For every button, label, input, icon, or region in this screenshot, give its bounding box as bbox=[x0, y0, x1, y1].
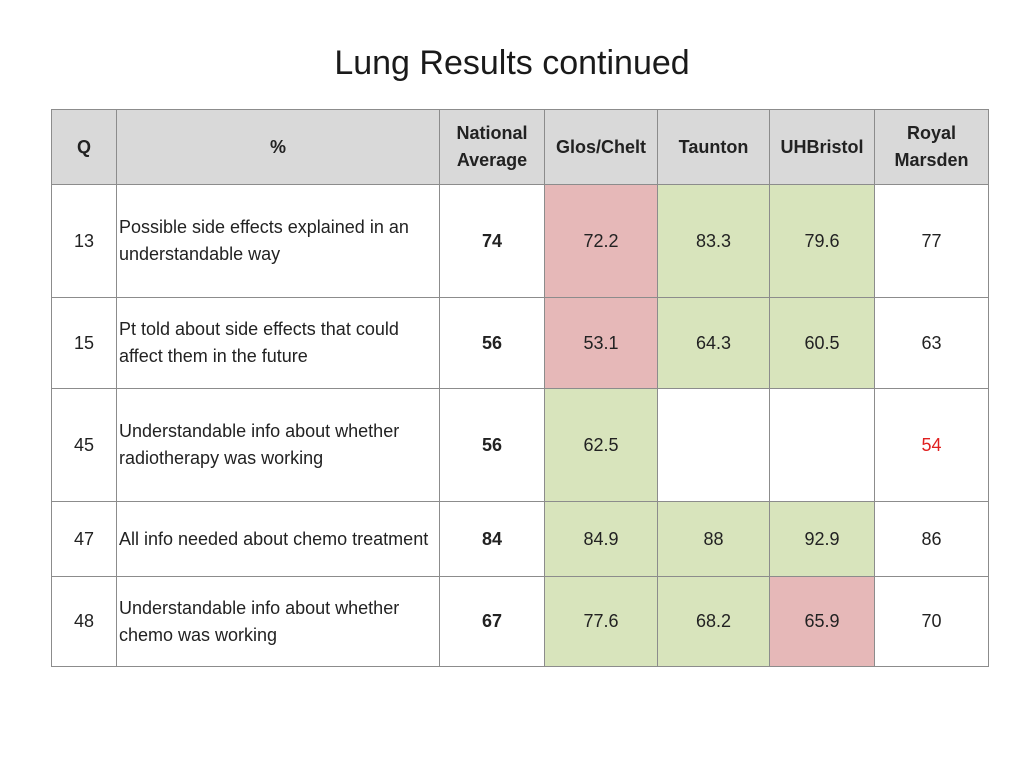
taunton-value: 64.3 bbox=[657, 297, 770, 389]
question-text: Understandable info about whether chemo … bbox=[116, 576, 440, 667]
question-number: 45 bbox=[51, 388, 117, 502]
header-percent: % bbox=[116, 109, 440, 185]
table-row: 15 Pt told about side effects that could… bbox=[51, 297, 989, 389]
question-number: 47 bbox=[51, 501, 117, 577]
question-number: 48 bbox=[51, 576, 117, 667]
royal-marsden-value: 54 bbox=[874, 388, 989, 502]
table-row: 45 Understandable info about whether rad… bbox=[51, 388, 989, 502]
question-text: All info needed about chemo treatment bbox=[116, 501, 440, 577]
question-text: Pt told about side effects that could af… bbox=[116, 297, 440, 389]
glos-chelt-value: 53.1 bbox=[544, 297, 658, 389]
table-row: 47 All info needed about chemo treatment… bbox=[51, 501, 989, 577]
uhbristol-value: 65.9 bbox=[769, 576, 875, 667]
header-national-line2: Average bbox=[456, 150, 528, 170]
header-royal-line1: Royal bbox=[906, 123, 957, 143]
header-uhbristol: UHBristol bbox=[769, 109, 875, 185]
header-taunton: Taunton bbox=[657, 109, 770, 185]
header-q: Q bbox=[51, 109, 117, 185]
uhbristol-value: 79.6 bbox=[769, 184, 875, 298]
question-text: Possible side effects explained in an un… bbox=[116, 184, 440, 298]
national-average-value: 56 bbox=[439, 297, 545, 389]
taunton-value: 88 bbox=[657, 501, 770, 577]
national-average-value: 74 bbox=[439, 184, 545, 298]
glos-chelt-value: 62.5 bbox=[544, 388, 658, 502]
slide-title: Lung Results continued bbox=[334, 44, 690, 82]
glos-chelt-value: 77.6 bbox=[544, 576, 658, 667]
uhbristol-value: 60.5 bbox=[769, 297, 875, 389]
table-row: 48 Understandable info about whether che… bbox=[51, 576, 989, 667]
taunton-value: 68.2 bbox=[657, 576, 770, 667]
taunton-value bbox=[657, 388, 770, 502]
glos-chelt-value: 72.2 bbox=[544, 184, 658, 298]
glos-chelt-value: 84.9 bbox=[544, 501, 658, 577]
table-header-row: Q % National Average Glos/Chelt Taunton U… bbox=[51, 109, 989, 185]
table-row: 13 Possible side effects explained in an… bbox=[51, 184, 989, 298]
royal-marsden-value: 63 bbox=[874, 297, 989, 389]
header-national-line1: National bbox=[456, 123, 528, 143]
question-number: 13 bbox=[51, 184, 117, 298]
national-average-value: 56 bbox=[439, 388, 545, 502]
taunton-value: 83.3 bbox=[657, 184, 770, 298]
royal-marsden-value: 70 bbox=[874, 576, 989, 667]
national-average-value: 84 bbox=[439, 501, 545, 577]
uhbristol-value bbox=[769, 388, 875, 502]
header-royal-line2: Marsden bbox=[894, 150, 969, 170]
header-royal-marsden: Royal Marsden bbox=[874, 109, 989, 185]
royal-marsden-value: 77 bbox=[874, 184, 989, 298]
question-text: Understandable info about whether radiot… bbox=[116, 388, 440, 502]
results-table: Q % National Average Glos/Chelt Taunton U… bbox=[51, 109, 989, 667]
royal-marsden-value: 86 bbox=[874, 501, 989, 577]
header-glos-chelt: Glos/Chelt bbox=[544, 109, 658, 185]
question-number: 15 bbox=[51, 297, 117, 389]
national-average-value: 67 bbox=[439, 576, 545, 667]
header-national-average: National Average bbox=[439, 109, 545, 185]
uhbristol-value: 92.9 bbox=[769, 501, 875, 577]
